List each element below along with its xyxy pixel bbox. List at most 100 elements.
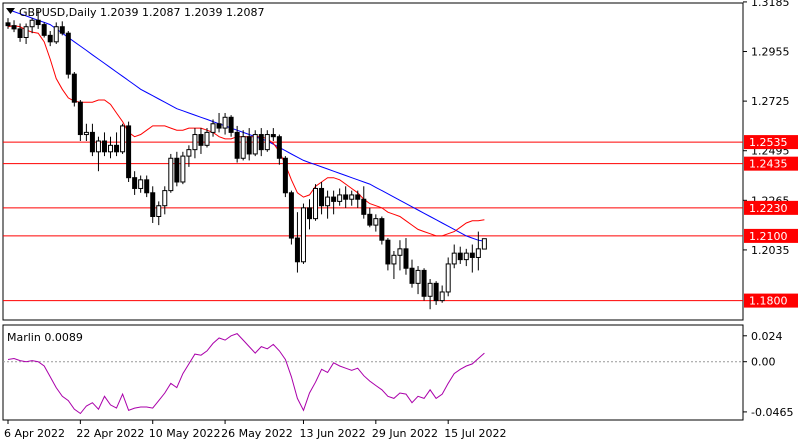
candle-body <box>313 187 319 220</box>
candle-body <box>65 32 71 75</box>
candle <box>445 257 451 297</box>
indicator-panel <box>2 324 744 421</box>
candle <box>252 130 258 157</box>
candle-body <box>41 24 47 36</box>
indicator-axis-label: 0.00 <box>751 356 776 369</box>
candle-body <box>307 207 312 220</box>
candle-body <box>463 252 469 261</box>
candle <box>379 216 385 245</box>
candle-body <box>77 101 83 136</box>
candle-body <box>5 22 11 27</box>
candle-body <box>150 192 156 217</box>
candle-body <box>439 291 445 302</box>
candle <box>5 18 11 29</box>
candle <box>95 136 101 172</box>
candle-body <box>53 26 59 43</box>
candle <box>307 199 312 230</box>
candle-body <box>186 149 192 157</box>
symbol-title: GBPUSD,Daily 1.2039 1.2087 1.2039 1.2087 <box>19 6 264 19</box>
candle <box>331 190 337 215</box>
candle <box>451 244 457 269</box>
candle <box>108 136 114 159</box>
indicator-label: Marlin 0.0089 <box>7 331 83 344</box>
candle <box>463 248 469 267</box>
candle <box>101 132 107 157</box>
candle <box>17 23 23 42</box>
candle-body <box>35 19 41 26</box>
candle-body <box>331 196 337 202</box>
candle-body <box>83 131 89 136</box>
candle <box>138 175 144 193</box>
candle <box>313 184 319 221</box>
candle <box>270 128 276 142</box>
candle-body <box>337 194 343 202</box>
candle-body <box>325 196 331 207</box>
candle-body <box>270 134 276 138</box>
candle-body <box>228 116 234 133</box>
candle-body <box>373 218 379 226</box>
candle-body <box>144 179 150 194</box>
candle-body <box>385 239 391 265</box>
candle <box>397 240 403 271</box>
candle <box>156 201 162 226</box>
candle-body <box>397 248 403 256</box>
candle-body <box>391 254 397 265</box>
candle <box>294 212 300 273</box>
time-axis-label: 10 May 2022 <box>149 427 221 440</box>
candle <box>59 21 65 36</box>
level-label: 1.2535 <box>749 136 788 149</box>
candle <box>264 130 270 152</box>
candle <box>29 18 35 34</box>
candle <box>120 123 126 154</box>
candle-body <box>120 125 126 153</box>
candle-body <box>114 144 120 153</box>
candle <box>47 31 53 47</box>
candle-body <box>138 179 144 189</box>
candle-body <box>59 26 65 34</box>
candle-body <box>180 155 186 183</box>
candle-body <box>469 252 475 258</box>
candle-body <box>258 134 264 151</box>
candle <box>77 100 83 142</box>
candle-body <box>126 125 132 179</box>
level-badge <box>744 293 798 308</box>
candle <box>427 279 433 310</box>
level-badge <box>744 156 798 171</box>
candle-body <box>288 192 294 239</box>
candle-body <box>29 19 35 28</box>
candle-body <box>89 131 95 153</box>
candle <box>144 175 150 198</box>
candle <box>288 190 294 245</box>
candle-body <box>294 237 300 263</box>
candle <box>35 9 41 29</box>
candle <box>132 171 138 195</box>
candle-body <box>451 252 457 265</box>
candle-body <box>481 238 487 250</box>
candle <box>234 125 240 163</box>
candle <box>367 207 373 228</box>
candle-body <box>319 187 325 207</box>
candle-body <box>162 190 168 207</box>
candle <box>114 132 120 157</box>
candle <box>180 151 186 185</box>
price-panel <box>2 2 744 321</box>
time-axis-label: 6 Apr 2022 <box>4 427 65 440</box>
blue-moving-average <box>7 9 485 242</box>
time-axis-label: 13 Jun 2022 <box>299 427 365 440</box>
price-axis-label: 1.3185 <box>751 0 790 9</box>
candle-body <box>47 34 53 43</box>
candle-body <box>23 26 29 39</box>
time-axis-label: 29 Jun 2022 <box>372 427 438 440</box>
candle-body <box>379 218 385 241</box>
candle <box>343 186 349 208</box>
dropdown-triangle-icon <box>6 8 15 14</box>
marlin-line <box>7 333 485 415</box>
candle-body <box>252 134 258 155</box>
candle <box>433 281 439 305</box>
price-axis-label: 1.2035 <box>751 244 790 257</box>
candle <box>457 246 463 264</box>
candle-body <box>415 269 421 284</box>
candle <box>403 238 409 275</box>
candle <box>415 266 421 295</box>
